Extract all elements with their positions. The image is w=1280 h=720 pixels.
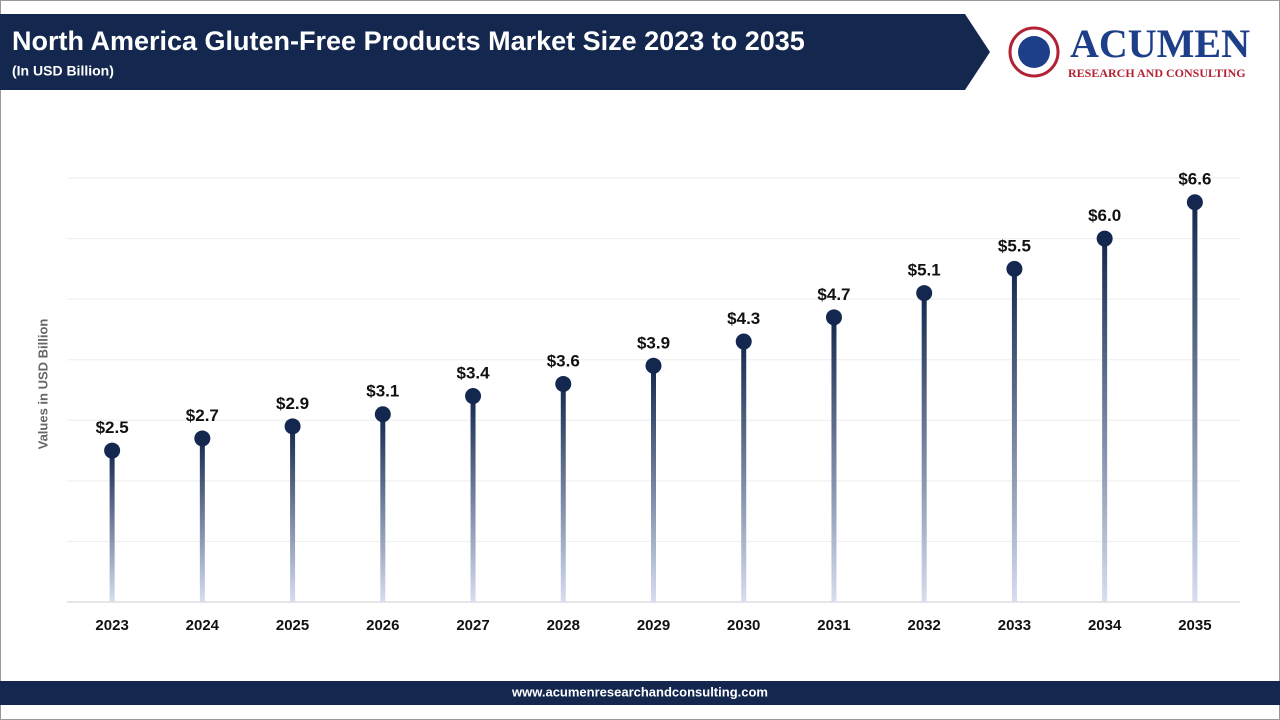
lollipop-dot [555,375,572,392]
x-tick-label: 2033 [998,617,1031,634]
x-tick-label: 2032 [908,617,941,634]
value-label: $5.1 [908,261,941,280]
lollipop-dot [465,388,482,405]
lollipop-dot [1096,230,1113,247]
lollipop-dot [1006,260,1023,277]
chart-title: North America Gluten-Free Products Marke… [12,26,805,56]
logo-tagline: RESEARCH AND CONSULTING [1068,66,1246,80]
x-tick-label: 2026 [366,617,399,634]
value-label: $6.6 [1178,170,1211,189]
value-label: $3.4 [456,364,490,383]
lollipop-stem [290,426,296,602]
x-tick-label: 2024 [186,617,220,634]
lollipop-stem [380,414,386,602]
lollipop-dot [194,430,211,447]
lollipop-stem [1102,238,1108,603]
y-axis-label: Values in USD Billion [35,319,50,450]
x-tick-label: 2023 [95,617,128,634]
value-label: $2.5 [96,418,129,437]
value-label: $2.7 [186,406,219,425]
lollipop-dot [284,418,301,435]
logo-name: ACUMEN [1070,21,1250,66]
value-label: $3.1 [366,382,399,401]
lollipop-dot [645,357,662,374]
lollipop-stem [921,293,927,602]
x-tick-label: 2030 [727,617,760,634]
x-tick-label: 2034 [1088,617,1122,634]
footer-url: www.acumenresearchandconsulting.com [511,684,768,699]
value-label: $5.5 [998,236,1031,255]
lollipop-stem [831,317,837,602]
lollipop-stem [109,450,115,602]
lollipop-dot [735,333,752,350]
footer-bar [0,681,1280,705]
x-tick-label: 2029 [637,617,670,634]
lollipop-dot [825,309,842,326]
x-tick-label: 2025 [276,617,309,634]
lollipop-dot [1186,194,1203,211]
value-label: $4.3 [727,309,760,328]
lollipop-dot [374,406,391,423]
lollipop-stem [651,365,656,602]
header-banner [0,14,990,90]
lollipop-dot [916,285,933,302]
x-tick-label: 2035 [1178,617,1211,634]
lollipop-stem [1011,268,1017,602]
x-tick-label: 2028 [547,617,580,634]
logo-globe-inner [1018,36,1050,68]
value-label: $3.9 [637,333,670,352]
lollipop-dot [104,442,121,459]
logo-globe [1008,26,1060,78]
x-tick-label: 2027 [456,617,489,634]
lollipop-stem [199,438,205,602]
value-label: $3.6 [547,351,580,370]
lollipop-stem [741,341,747,602]
value-label: $2.9 [276,394,309,413]
value-label: $6.0 [1088,206,1121,225]
lollipop-stem [560,383,566,602]
lollipop-stem [470,396,476,602]
value-label: $4.7 [817,285,850,304]
chart-subtitle: (In USD Billion) [12,63,114,79]
logo: ACUMEN RESEARCH AND CONSULTING [1008,21,1250,80]
x-tick-label: 2031 [817,617,850,634]
lollipop-stem [1192,202,1198,602]
